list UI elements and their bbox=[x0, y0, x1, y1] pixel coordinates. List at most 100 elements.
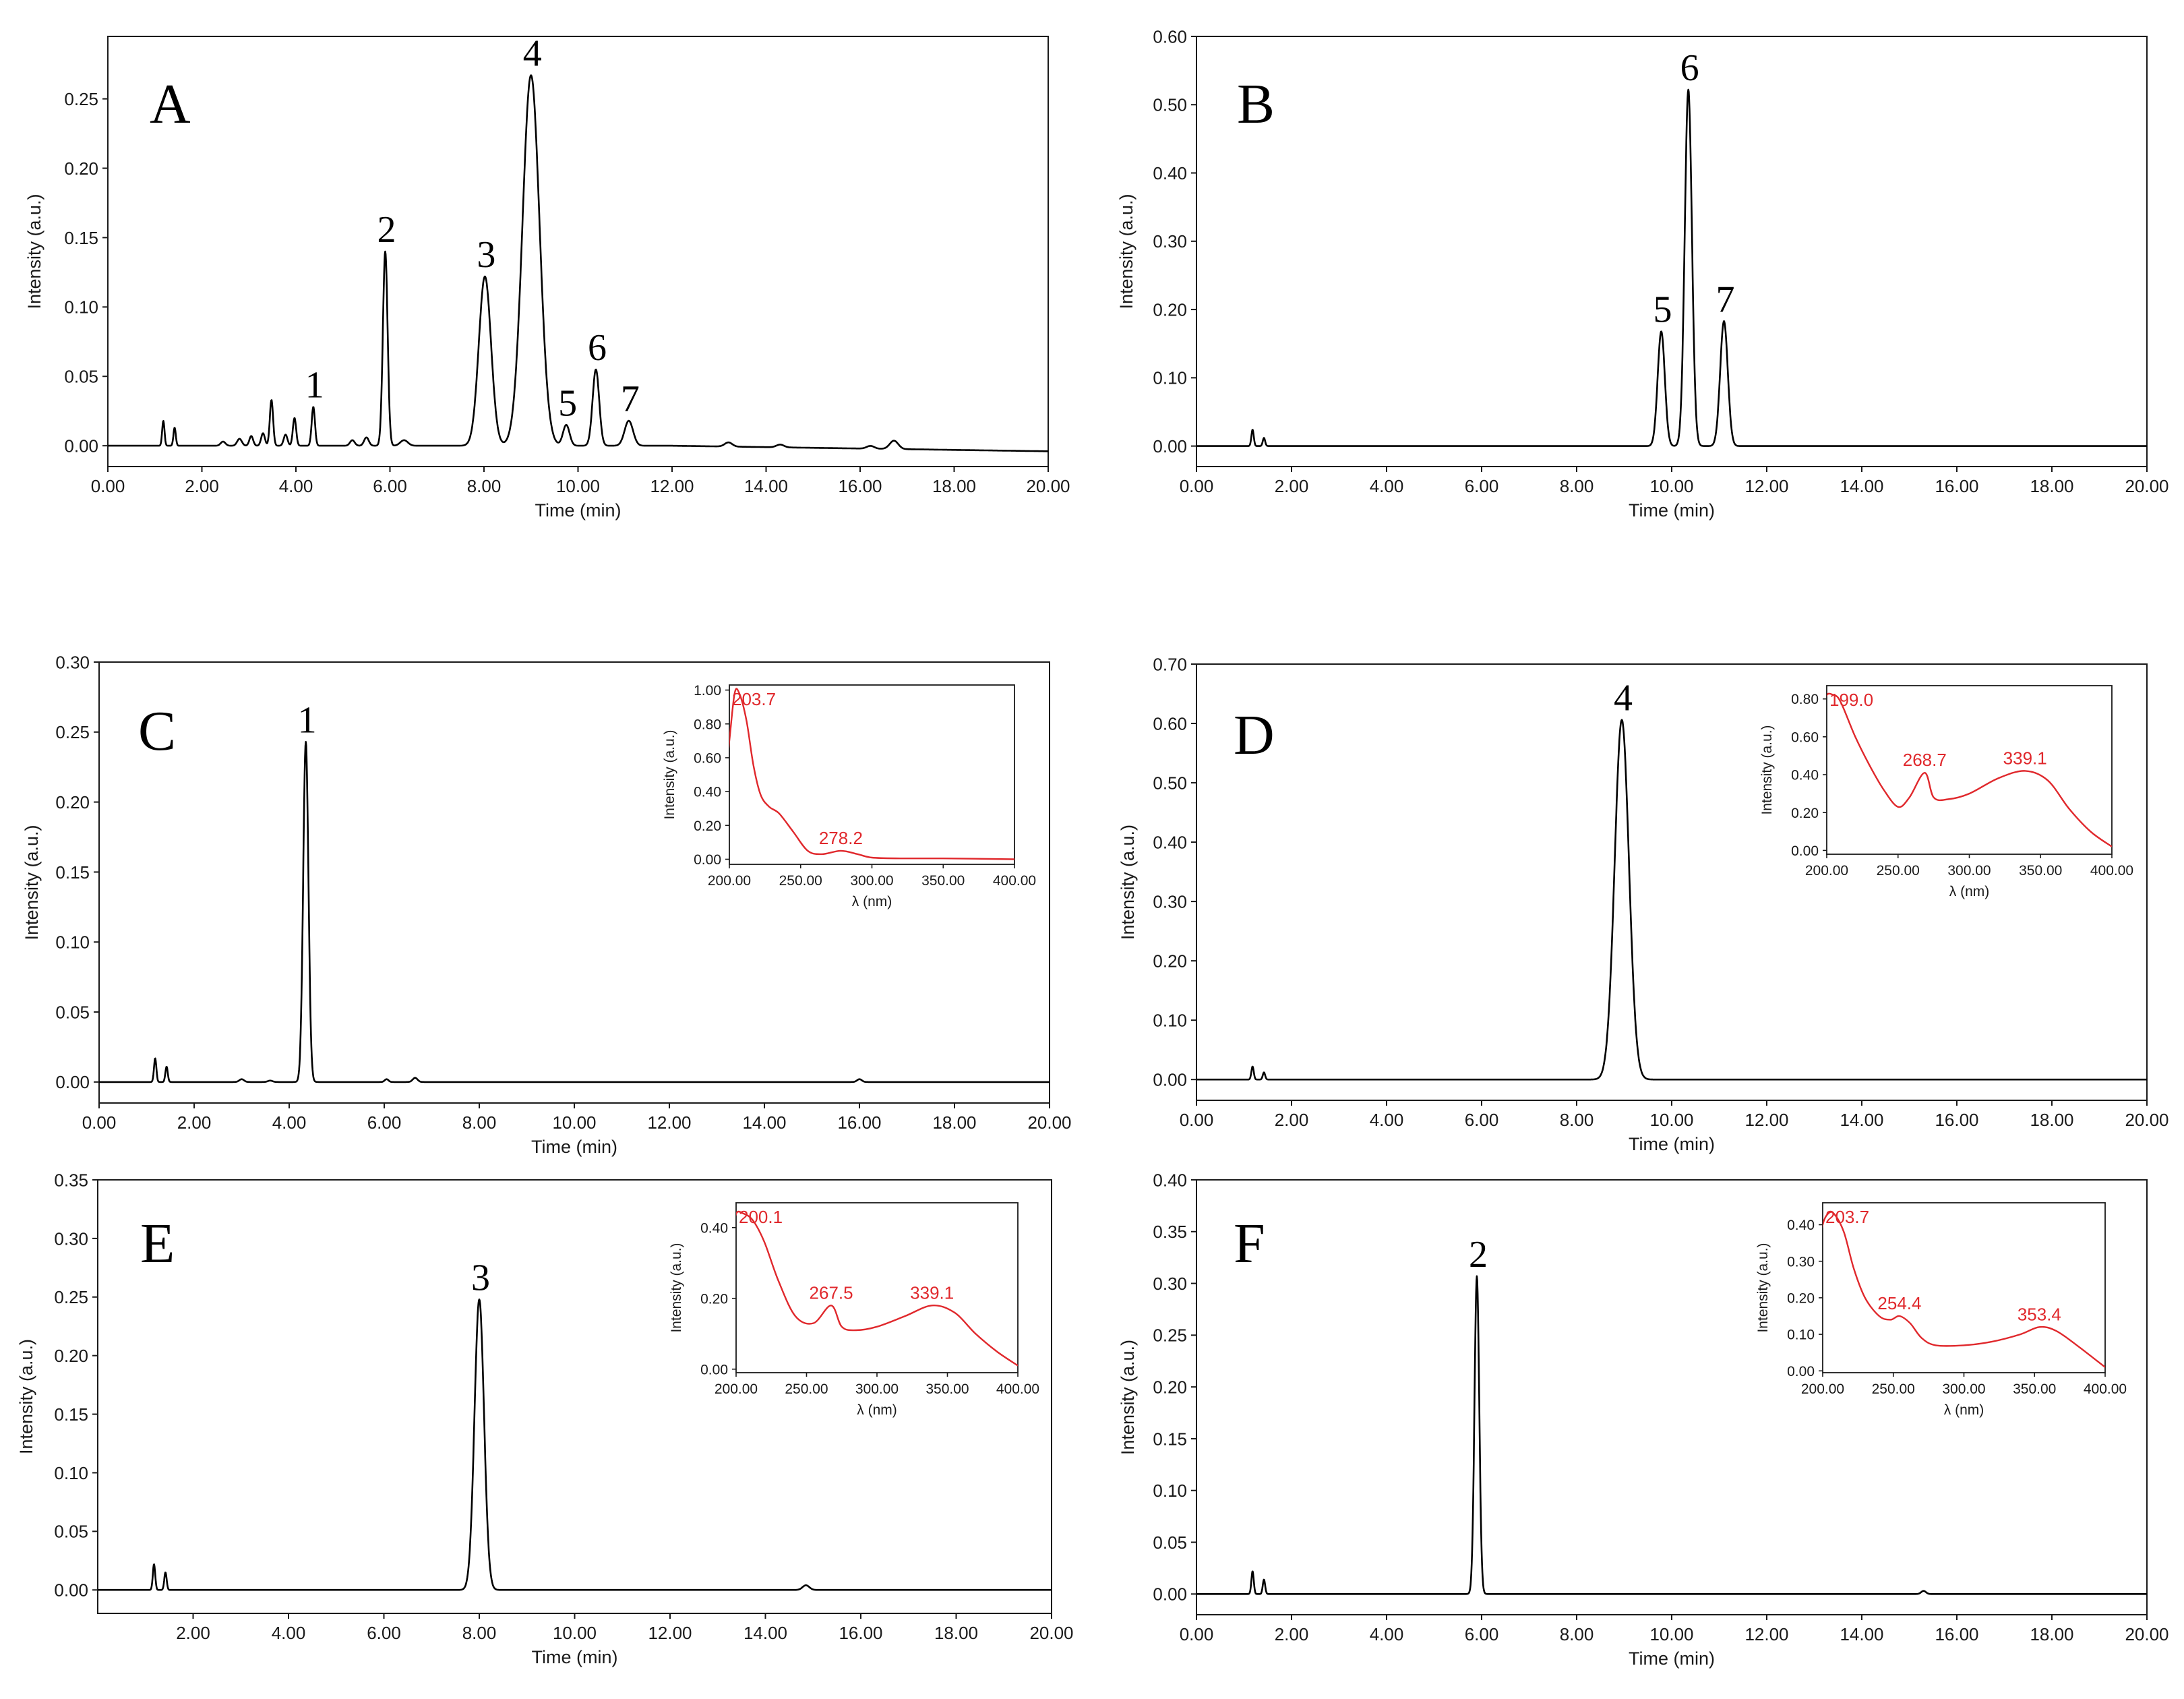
x-axis-label: Time (min) bbox=[1629, 1134, 1715, 1154]
x-tick-label: 14.00 bbox=[1840, 1110, 1883, 1130]
x-axis-label: Time (min) bbox=[531, 1137, 617, 1157]
peak-label-6: 6 bbox=[1680, 47, 1699, 89]
inset-x-axis-label: λ (nm) bbox=[857, 1402, 897, 1418]
uv-peak-annotation: 268.7 bbox=[1903, 750, 1947, 770]
inset-y-tick-label: 0.20 bbox=[1787, 1290, 1815, 1306]
x-tick-label: 6.00 bbox=[373, 476, 407, 496]
y-tick-label: 0.15 bbox=[1153, 1429, 1187, 1449]
chromatogram-trace bbox=[97, 1299, 1052, 1591]
y-axis-label: Intensity (a.u.) bbox=[1118, 1340, 1138, 1455]
peak-label-2: 2 bbox=[1469, 1234, 1488, 1276]
inset-y-tick-label: 0.60 bbox=[1791, 729, 1819, 745]
panel-C: 0.00 2.00 4.00 6.00 8.00 10.00 12.00 14.00 16.00… bbox=[22, 652, 1072, 1157]
x-tick-label: 20.00 bbox=[2125, 476, 2168, 496]
x-tick-label: 8.00 bbox=[467, 476, 502, 496]
x-tick-label: 10.00 bbox=[1649, 476, 1693, 496]
y-tick-label: 0.15 bbox=[55, 862, 90, 883]
x-tick-label: 6.00 bbox=[1465, 1110, 1499, 1130]
y-tick-label: 0.00 bbox=[1153, 1584, 1187, 1605]
inset-x-tick-label: 300.00 bbox=[1947, 863, 1991, 878]
uv-peak-annotation: 353.4 bbox=[2018, 1304, 2061, 1324]
y-tick-label: 0.20 bbox=[1153, 1377, 1187, 1398]
x-tick-label: 12.00 bbox=[650, 476, 694, 496]
x-tick-label: 14.00 bbox=[1840, 476, 1883, 496]
y-tick-label: 0.20 bbox=[1153, 951, 1187, 971]
x-tick-label: 18.00 bbox=[934, 1623, 978, 1643]
y-tick-label: 0.35 bbox=[1153, 1222, 1187, 1242]
inset-x-tick-label: 300.00 bbox=[1942, 1381, 1985, 1397]
x-tick-label: 20.00 bbox=[2125, 1624, 2168, 1644]
inset-x-tick-label: 350.00 bbox=[2019, 863, 2062, 878]
y-tick-label: 0.30 bbox=[1153, 1274, 1187, 1294]
x-tick-label: 4.00 bbox=[1370, 1110, 1404, 1130]
y-tick-label: 0.40 bbox=[1153, 163, 1187, 183]
x-tick-label: 14.00 bbox=[1840, 1624, 1883, 1644]
inset-x-tick-label: 250.00 bbox=[779, 873, 822, 889]
uv-peak-annotation: 278.2 bbox=[819, 828, 863, 848]
inset-y-axis-label: Intensity (a.u.) bbox=[669, 1243, 684, 1332]
panel-F: 0.00 2.00 4.00 6.00 8.00 10.00 12.00 14.00 16.00… bbox=[1118, 1170, 2169, 1669]
y-tick-label: 0.50 bbox=[1153, 95, 1187, 115]
y-tick-label: 0.10 bbox=[64, 297, 98, 318]
x-tick-label: 4.00 bbox=[272, 1112, 307, 1133]
x-tick-label: 16.00 bbox=[1935, 1110, 1978, 1130]
inset-y-tick-label: 0.20 bbox=[1791, 806, 1819, 821]
y-axis-label: Intensity (a.u.) bbox=[1118, 825, 1138, 940]
inset-x-tick-label: 350.00 bbox=[921, 873, 965, 889]
chromatogram-trace bbox=[1196, 88, 2148, 447]
uv-spectrum-inset: 200.00 250.00 300.00 350.00 400.00 0.00 0.10 0.… bbox=[1755, 1202, 2127, 1418]
y-tick-label: 0.10 bbox=[55, 932, 90, 953]
panel-letter: D bbox=[1234, 704, 1275, 767]
x-tick-label: 8.00 bbox=[1560, 1110, 1594, 1130]
inset-y-tick-label: 0.30 bbox=[1787, 1254, 1815, 1270]
inset-x-tick-label: 200.00 bbox=[715, 1381, 758, 1397]
panel-letter: C bbox=[138, 700, 176, 763]
x-tick-label: 14.00 bbox=[744, 476, 788, 496]
y-tick-label: 0.60 bbox=[1153, 26, 1187, 47]
x-tick-label: 18.00 bbox=[2030, 476, 2073, 496]
x-tick-label: 14.00 bbox=[742, 1112, 786, 1133]
inset-y-tick-label: 1.00 bbox=[694, 683, 721, 698]
panel-A: 0.00 2.00 4.00 6.00 8.00 10.00 12.00 14.00 16.00… bbox=[24, 33, 1070, 520]
panel-letter: B bbox=[1237, 73, 1275, 136]
inset-y-tick-label: 0.00 bbox=[1787, 1364, 1815, 1379]
x-tick-label: 10.00 bbox=[556, 476, 600, 496]
peak-label-5: 5 bbox=[558, 382, 577, 424]
inset-y-tick-label: 0.20 bbox=[694, 818, 721, 834]
inset-x-tick-label: 200.00 bbox=[708, 873, 751, 889]
uv-spectrum-trace bbox=[1823, 1211, 2105, 1368]
panel-D: 0.00 2.00 4.00 6.00 8.00 10.00 12.00 14.00 16.00… bbox=[1118, 654, 2169, 1154]
uv-peak-annotation: 267.5 bbox=[810, 1282, 853, 1303]
inset-y-tick-label: 0.40 bbox=[700, 1220, 728, 1236]
x-tick-label: 4.00 bbox=[272, 1623, 306, 1643]
inset-x-tick-label: 200.00 bbox=[1805, 863, 1848, 878]
x-tick-label: 2.00 bbox=[1275, 1624, 1309, 1644]
y-tick-label: 0.25 bbox=[64, 89, 98, 109]
peak-label-3: 3 bbox=[471, 1257, 490, 1299]
inset-x-axis-label: λ (nm) bbox=[852, 894, 892, 910]
x-tick-label: 6.00 bbox=[1465, 1624, 1499, 1644]
y-tick-label: 0.30 bbox=[55, 652, 90, 672]
inset-x-axis-label: λ (nm) bbox=[1944, 1402, 1984, 1418]
x-tick-label: 0.00 bbox=[1180, 476, 1214, 496]
inset-y-axis-label: Intensity (a.u.) bbox=[662, 729, 677, 819]
x-tick-label: 2.00 bbox=[177, 1112, 212, 1133]
x-tick-label: 6.00 bbox=[1465, 476, 1499, 496]
y-tick-label: 0.05 bbox=[54, 1522, 88, 1542]
x-tick-label: 20.00 bbox=[2125, 1110, 2168, 1130]
y-axis-label: Intensity (a.u.) bbox=[1116, 193, 1136, 309]
y-tick-label: 0.25 bbox=[55, 722, 90, 742]
y-tick-label: 0.25 bbox=[1153, 1325, 1187, 1346]
x-tick-label: 18.00 bbox=[932, 476, 976, 496]
inset-x-tick-label: 250.00 bbox=[1877, 863, 1920, 878]
inset-y-tick-label: 0.60 bbox=[694, 750, 721, 766]
y-tick-label: 0.10 bbox=[1153, 1481, 1187, 1501]
y-tick-label: 0.10 bbox=[1153, 1011, 1187, 1031]
y-tick-label: 0.20 bbox=[64, 158, 98, 179]
inset-x-tick-label: 300.00 bbox=[855, 1381, 899, 1397]
y-tick-label: 0.20 bbox=[55, 792, 90, 812]
x-tick-label: 6.00 bbox=[367, 1112, 402, 1133]
x-tick-label: 8.00 bbox=[1560, 476, 1594, 496]
